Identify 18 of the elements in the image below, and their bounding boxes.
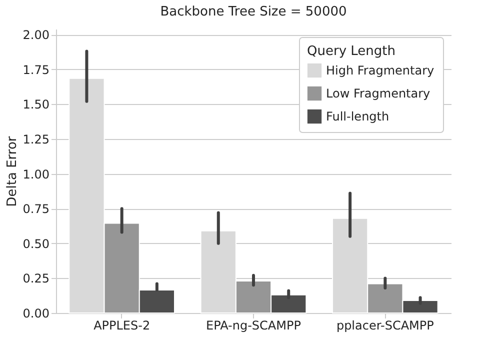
chart-title: Backbone Tree Size = 50000 [160,4,347,20]
y-tick-label: 0.25 [22,272,50,286]
legend-label: High Fragmentary [326,64,434,78]
x-tick-label: pplacer-SCAMPP [336,318,434,332]
y-tick-label: 0.50 [22,236,50,251]
y-tick-label: 0.75 [22,202,50,216]
y-tick-label: 1.75 [22,62,50,77]
y-axis-title: Delta Error [4,136,20,207]
legend-title: Query Length [307,44,396,59]
legend-label: Full-length [326,110,390,124]
y-tick-label: 1.25 [22,132,50,146]
legend-label: Low Fragmentary [326,86,430,100]
x-tick-label: EPA-ng-SCAMPP [206,318,301,332]
y-tick-label: 1.50 [22,98,50,112]
y-tick-label: 1.00 [22,167,50,182]
x-tick-label: APPLES-2 [94,318,150,332]
y-tick-label: 0.00 [22,306,50,320]
y-tick-label: 2.00 [22,28,50,42]
